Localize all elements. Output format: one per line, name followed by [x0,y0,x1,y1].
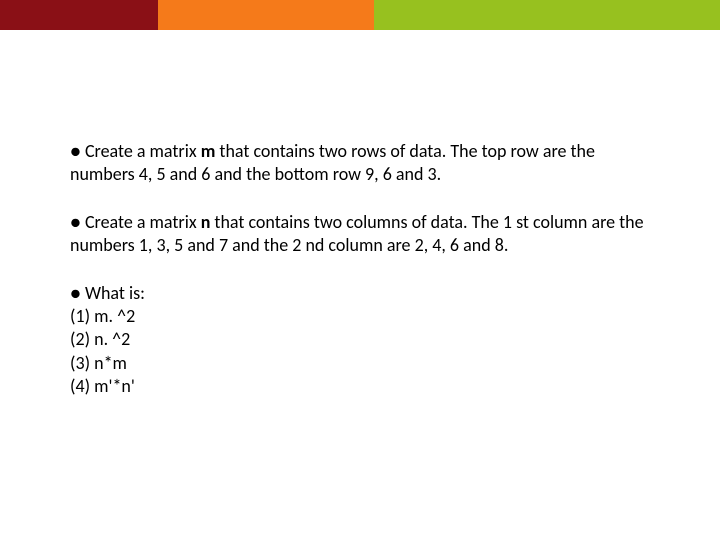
para3-line-2: (2) n. ^2 [70,328,650,351]
header-bar-segment-1 [0,0,158,30]
paragraph-1: ● Create a matrix m that contains two ro… [70,140,650,187]
para2-var: n [201,211,211,233]
bullet: ● [70,211,81,233]
header-bar-segment-3 [374,0,720,30]
para3-line-4: (4) m'*n' [70,375,650,398]
paragraph-3: ● What is: (1) m. ^2 (2) n. ^2 (3) n*m (… [70,282,650,399]
para3-intro: What is: [85,282,145,304]
paragraph-2: ● Create a matrix n that contains two co… [70,211,650,258]
para3-line-3: (3) n*m [70,352,650,375]
header-accent-bar [0,0,720,30]
para1-var: m [201,140,216,162]
bullet: ● [70,140,81,162]
slide-content: ● Create a matrix m that contains two ro… [0,30,720,399]
para1-pre: Create a matrix [85,140,201,162]
bullet: ● [70,282,81,304]
header-bar-segment-2 [158,0,374,30]
para2-pre: Create a matrix [85,211,201,233]
para3-intro-line: ● What is: [70,282,650,305]
para3-line-1: (1) m. ^2 [70,305,650,328]
